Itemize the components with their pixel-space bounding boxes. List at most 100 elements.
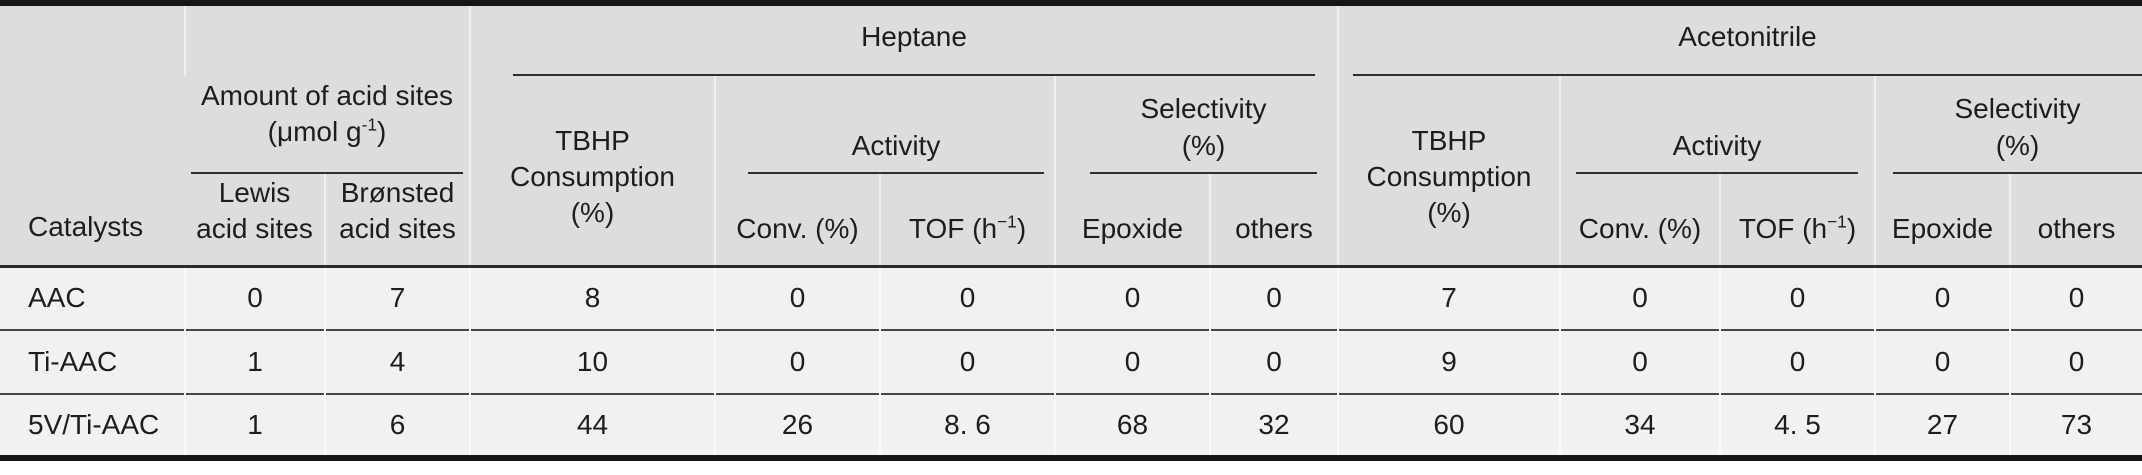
selectivity-acetonitrile-line2: (%) (1995, 129, 2040, 161)
epoxide-heptane-label: Epoxide (1081, 212, 1184, 244)
bronsted-line2: acid sites (339, 212, 456, 244)
header-epoxide-heptane: Epoxide (1054, 174, 1210, 266)
others-heptane-label: others (1235, 212, 1313, 244)
cell-bronsted: 6 (324, 393, 470, 458)
table-header: Catalysts Heptane Acetonitrile Amount of… (0, 3, 2142, 266)
cell-lewis: 1 (184, 329, 325, 394)
cell-acetonitrile-tof: 0 (1719, 329, 1875, 394)
tof-heptane-label: TOF (h−1) (908, 211, 1027, 244)
cell-acetonitrile-epoxide: 0 (1874, 264, 2010, 330)
selectivity-heptane-rule: Selectivity (%) (1090, 78, 1317, 174)
lewis-line2: acid sites (196, 212, 313, 244)
cell-lewis: 1 (184, 393, 325, 458)
header-conv-heptane: Conv. (%) (714, 174, 880, 266)
header-row-leaf-columns: Lewis acid sites Brønsted acid sites Con… (0, 174, 2142, 266)
tof-superscript: −1 (1827, 211, 1847, 232)
cell-heptane-conv: 0 (714, 329, 880, 394)
cell-acetonitrile-others: 0 (2009, 329, 2142, 394)
header-catalysts-label: Catalysts (28, 210, 144, 242)
cell-acetonitrile-conv: 34 (1559, 393, 1720, 458)
acetonitrile-group-rule: Acetonitrile (1353, 6, 2142, 76)
cell-acetonitrile-epoxide: 27 (1874, 393, 2010, 458)
cell-heptane-tof: 0 (879, 264, 1055, 330)
conv-acetonitrile-label: Conv. (%) (1578, 212, 1702, 244)
cell-acetonitrile-tbhp: 60 (1337, 393, 1560, 458)
acid-sites-unit: (μmol g-1) (267, 115, 387, 148)
tbhp-line1: TBHP (1411, 124, 1487, 156)
cell-acetonitrile-conv: 0 (1559, 264, 1720, 330)
tof-superscript: −1 (997, 211, 1017, 232)
tbhp-line2: Consumption (510, 161, 675, 193)
header-bronsted-acid-sites: Brønsted acid sites (324, 174, 470, 266)
heptane-group-label: Heptane (861, 20, 967, 52)
lewis-line1: Lewis (218, 176, 291, 208)
cell-heptane-tbhp: 10 (469, 329, 715, 394)
header-selectivity-acetonitrile: Selectivity (%) (1874, 76, 2142, 174)
cell-acetonitrile-tof: 0 (1719, 264, 1875, 330)
header-selectivity-heptane: Selectivity (%) (1054, 76, 1338, 174)
table-row-5v-ti-aac: 5V/Ti-AAC 1 6 44 26 8. 6 68 32 60 34 4. … (0, 393, 2142, 458)
catalyst-performance-table: Catalysts Heptane Acetonitrile Amount of… (0, 0, 2142, 461)
cell-acetonitrile-conv: 0 (1559, 329, 1720, 394)
tbhp-line1: TBHP (555, 124, 630, 156)
selectivity-heptane-line1: Selectivity (1140, 93, 1267, 125)
selectivity-acetonitrile-line1: Selectivity (1954, 93, 2081, 125)
tbhp-line3: (%) (570, 197, 615, 229)
cell-acetonitrile-epoxide: 0 (1874, 329, 2010, 394)
acid-sites-unit-superscript: -1 (361, 115, 378, 136)
cell-heptane-others: 0 (1209, 264, 1338, 330)
cell-heptane-epoxide: 68 (1054, 393, 1210, 458)
cell-heptane-tbhp: 8 (469, 264, 715, 330)
cell-acetonitrile-tof: 4. 5 (1719, 393, 1875, 458)
activity-heptane-rule: Activity (748, 78, 1044, 174)
header-activity-heptane: Activity (714, 76, 1055, 174)
acetonitrile-group-label: Acetonitrile (1678, 20, 1817, 52)
bronsted-line1: Brønsted (340, 176, 455, 208)
table-body: AAC 0 7 8 0 0 0 0 7 0 0 0 0 Ti-AAC 1 4 1… (0, 264, 2142, 458)
cell-heptane-tbhp: 44 (469, 393, 715, 458)
cell-acetonitrile-others: 73 (2009, 393, 2142, 458)
cell-bronsted: 7 (324, 264, 470, 330)
cell-lewis: 0 (184, 264, 325, 330)
selectivity-acetonitrile-rule: Selectivity (%) (1893, 78, 2142, 174)
header-tof-acetonitrile: TOF (h−1) (1719, 174, 1875, 266)
activity-acetonitrile-label: Activity (1672, 129, 1762, 161)
tof-acetonitrile-label: TOF (h−1) (1738, 211, 1857, 244)
table-row-ti-aac: Ti-AAC 1 4 10 0 0 0 0 9 0 0 0 0 (0, 329, 2142, 394)
cell-heptane-tof: 0 (879, 329, 1055, 394)
cell-acetonitrile-tbhp: 7 (1337, 264, 1560, 330)
header-acetonitrile-group: Acetonitrile (1337, 3, 2142, 76)
cell-heptane-others: 0 (1209, 329, 1338, 394)
cell-acetonitrile-tbhp: 9 (1337, 329, 1560, 394)
acid-sites-group-rule: Amount of acid sites (μmol g-1) (191, 78, 463, 174)
header-epoxide-acetonitrile: Epoxide (1874, 174, 2010, 266)
cell-catalyst: Ti-AAC (0, 329, 185, 394)
header-catalysts: Catalysts (0, 3, 185, 266)
cell-catalyst: 5V/Ti-AAC (0, 393, 185, 458)
header-others-acetonitrile: others (2009, 174, 2142, 266)
activity-heptane-label: Activity (851, 129, 941, 161)
header-others-heptane: others (1209, 174, 1338, 266)
header-row-groups: Catalysts Heptane Acetonitrile (0, 3, 2142, 266)
header-activity-acetonitrile: Activity (1559, 76, 1875, 174)
tbhp-line2: Consumption (1366, 161, 1532, 193)
cell-heptane-conv: 26 (714, 393, 880, 458)
acid-sites-label-line1: Amount of acid sites (200, 80, 454, 111)
conv-heptane-label: Conv. (%) (736, 212, 859, 244)
header-tof-heptane: TOF (h−1) (879, 174, 1055, 266)
selectivity-heptane-line2: (%) (1181, 129, 1226, 161)
cell-heptane-epoxide: 0 (1054, 329, 1210, 394)
cell-catalyst: AAC (0, 264, 185, 330)
cell-heptane-epoxide: 0 (1054, 264, 1210, 330)
cell-bronsted: 4 (324, 329, 470, 394)
tbhp-line3: (%) (1427, 197, 1471, 229)
cell-heptane-others: 32 (1209, 393, 1338, 458)
header-row-subgroups: Amount of acid sites (μmol g-1) TBHP Con… (0, 76, 2142, 266)
activity-acetonitrile-rule: Activity (1576, 78, 1858, 174)
cell-heptane-tof: 8. 6 (879, 393, 1055, 458)
header-tbhp-acetonitrile: TBHP Consumption (%) (1337, 76, 1560, 266)
table-row-aac: AAC 0 7 8 0 0 0 0 7 0 0 0 0 (0, 264, 2142, 330)
header-conv-acetonitrile: Conv. (%) (1559, 174, 1720, 266)
header-acid-sites-group: Amount of acid sites (μmol g-1) (185, 76, 470, 174)
heptane-group-rule: Heptane (513, 6, 1315, 76)
